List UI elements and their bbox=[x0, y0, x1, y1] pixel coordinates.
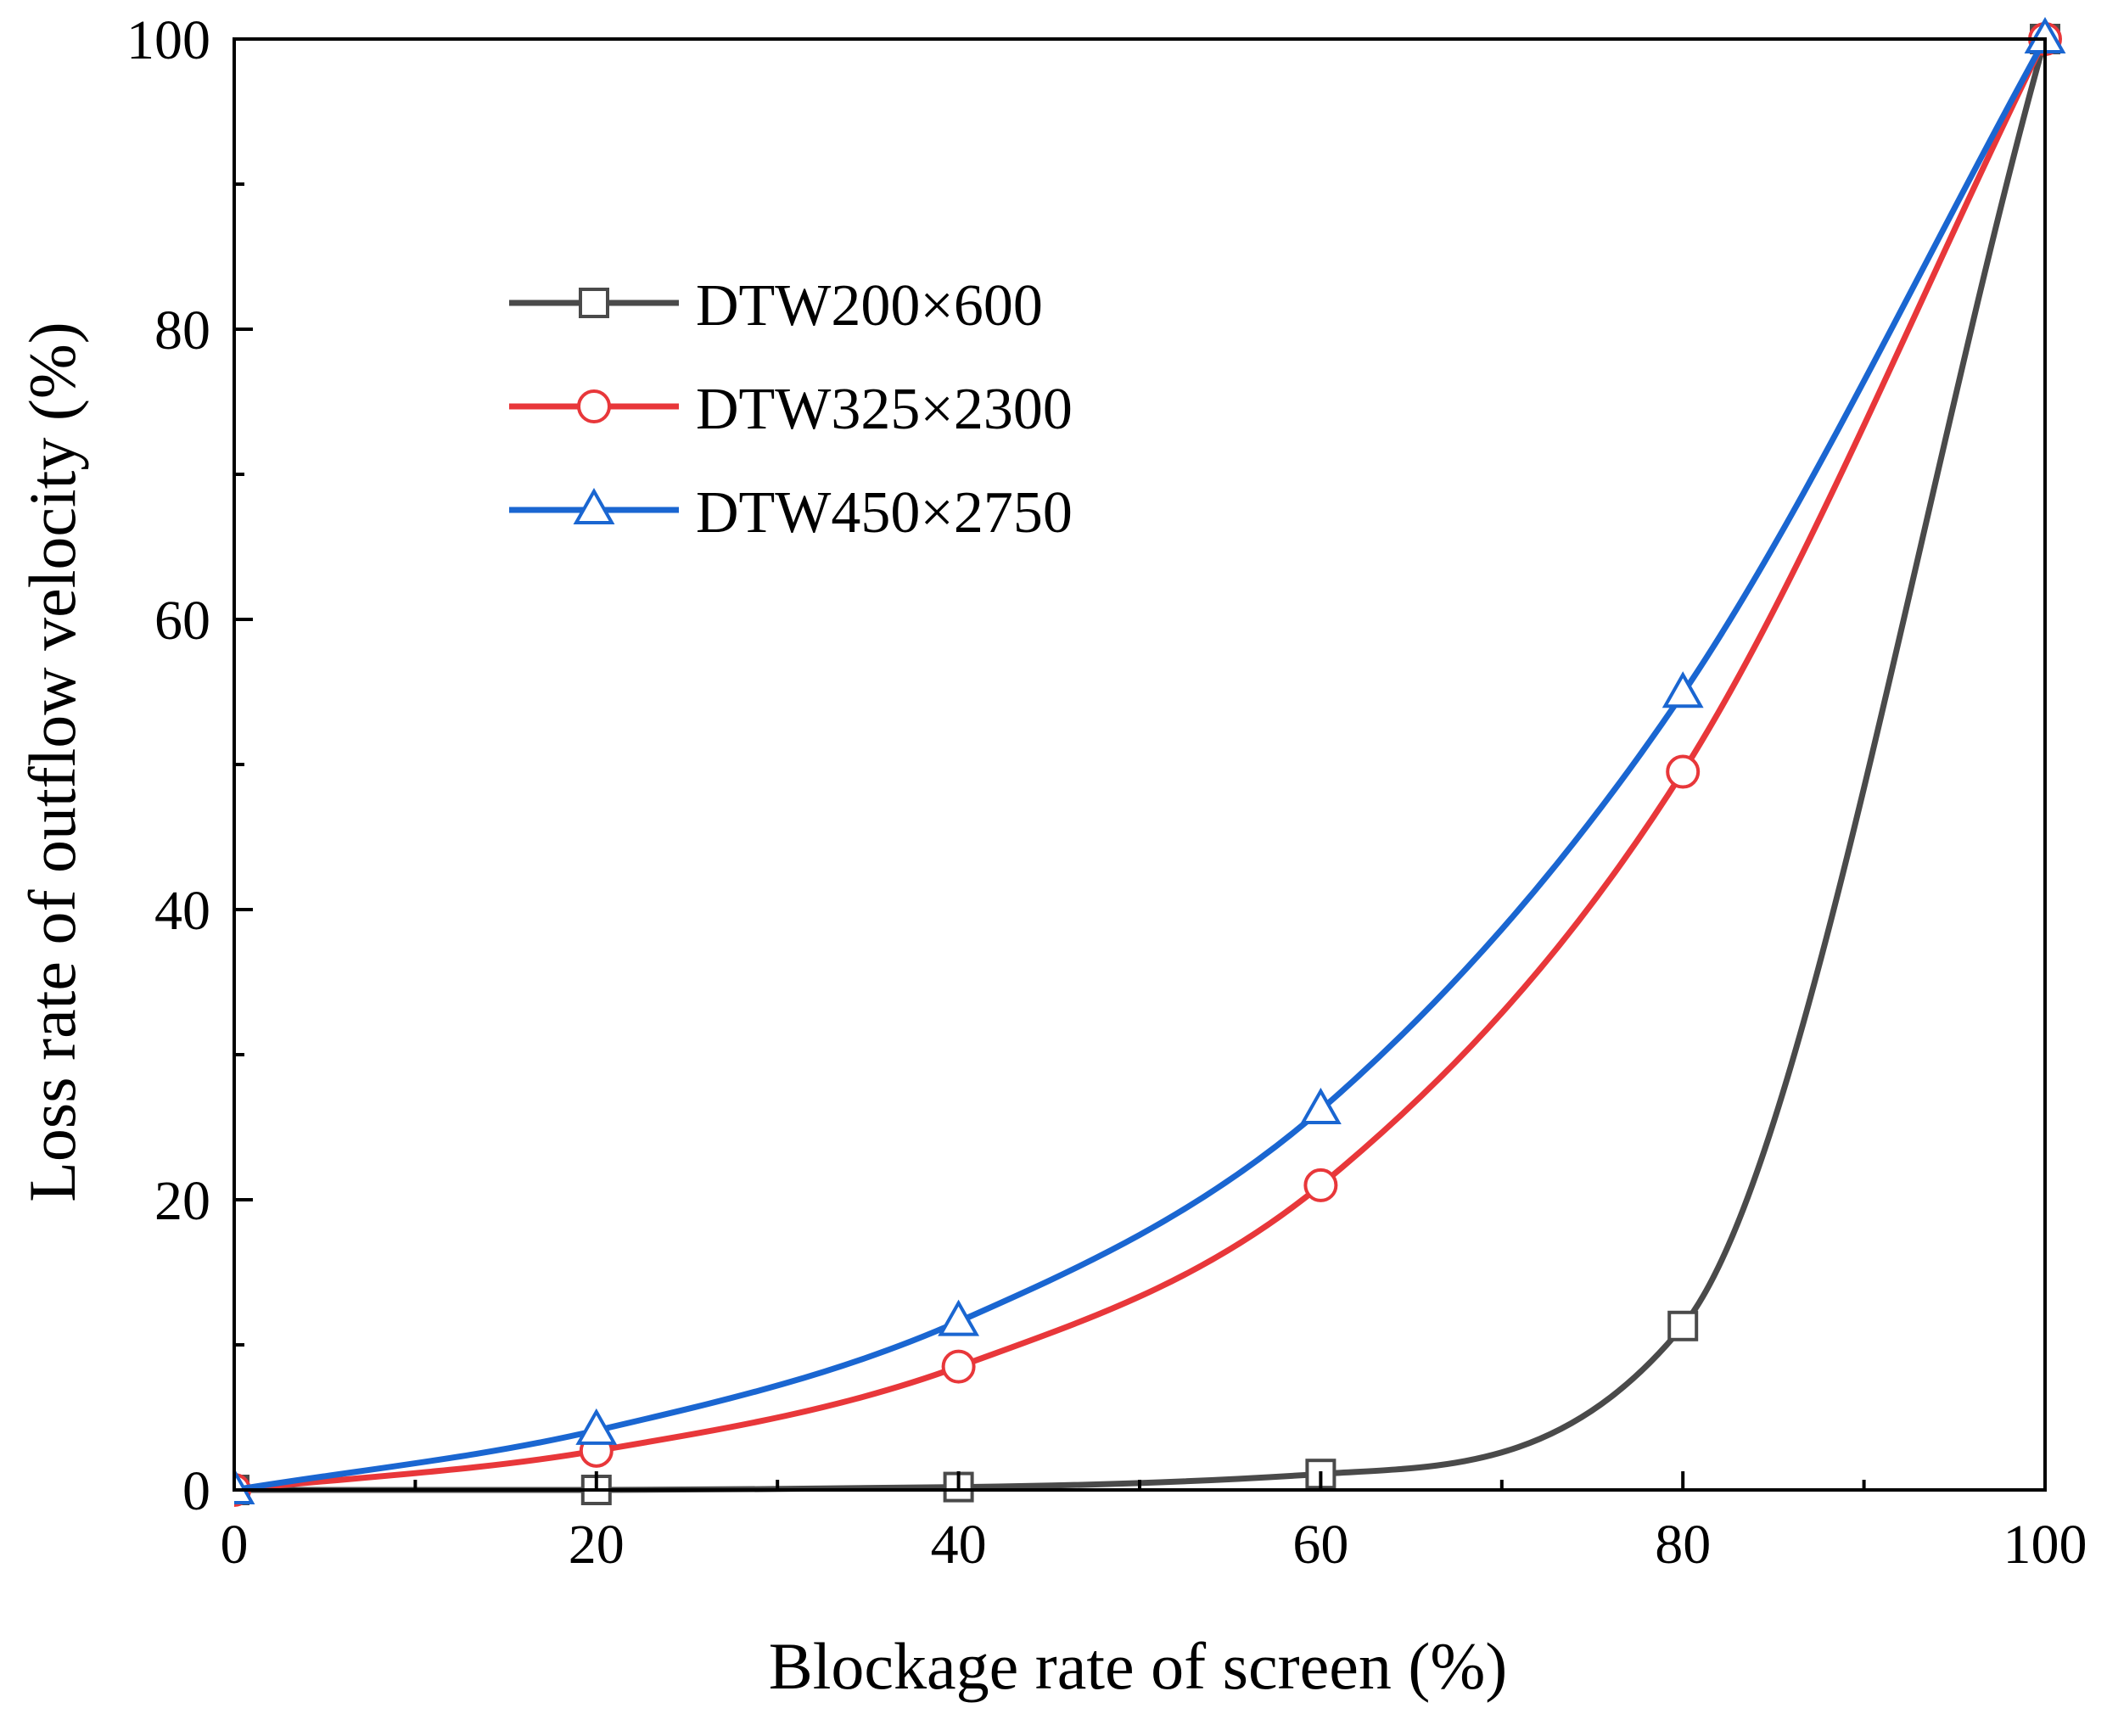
x-tick-label: 100 bbox=[2003, 1514, 2087, 1576]
legend-label: DTW450×2750 bbox=[696, 480, 1073, 546]
data-point bbox=[1299, 1087, 1342, 1124]
plot-frame bbox=[233, 37, 2047, 1492]
series-1 bbox=[234, 24, 2060, 1505]
y-tick-label: 0 bbox=[182, 1460, 210, 1522]
data-point bbox=[575, 1408, 618, 1445]
legend-marker bbox=[573, 487, 615, 524]
x-axis-title: Blockage rate of screen (%) bbox=[769, 1629, 1508, 1703]
data-point bbox=[941, 1349, 976, 1384]
data-point bbox=[1666, 754, 1701, 789]
y-tick-label: 20 bbox=[154, 1170, 210, 1232]
x-tick-label: 60 bbox=[1292, 1514, 1348, 1576]
y-tick-label: 80 bbox=[154, 300, 210, 361]
x-tick-label: 80 bbox=[1655, 1514, 1711, 1576]
y-axis-title: Loss rate of outflow velocity (%) bbox=[15, 322, 89, 1202]
legend-label: DTW200×600 bbox=[696, 273, 1043, 339]
legend-marker bbox=[579, 288, 609, 318]
plot-area bbox=[234, 16, 2066, 1507]
legend-label: DTW325×2300 bbox=[696, 377, 1073, 442]
x-tick-label: 20 bbox=[569, 1514, 625, 1576]
x-tick-label: 40 bbox=[931, 1514, 987, 1576]
x-tick-label: 0 bbox=[221, 1514, 249, 1576]
legend-marker bbox=[577, 389, 611, 423]
series-2 bbox=[234, 22, 2062, 1507]
series-line bbox=[234, 37, 2048, 1493]
axes: 0 20 40 60 80 100 0 20 40 60 80 100 bbox=[126, 9, 2087, 1576]
data-point bbox=[1667, 1310, 1699, 1341]
data-point bbox=[938, 1299, 980, 1336]
y-tick-label: 100 bbox=[126, 9, 210, 71]
series-line bbox=[234, 38, 2048, 1493]
legend: DTW200×600 DTW325×2300 DTW450×2750 bbox=[509, 273, 1073, 546]
legend-item-1: DTW200×600 bbox=[509, 273, 1043, 339]
legend-item-2: DTW325×2300 bbox=[509, 377, 1073, 442]
y-tick-label: 60 bbox=[154, 590, 210, 652]
legend-item-3: DTW450×2750 bbox=[509, 480, 1073, 546]
data-point bbox=[234, 1467, 255, 1504]
data-point bbox=[1662, 671, 1704, 708]
y-tick-label: 40 bbox=[154, 880, 210, 942]
series-3 bbox=[234, 16, 2066, 1504]
series-line bbox=[234, 37, 2048, 1493]
data-point bbox=[1303, 1168, 1338, 1202]
